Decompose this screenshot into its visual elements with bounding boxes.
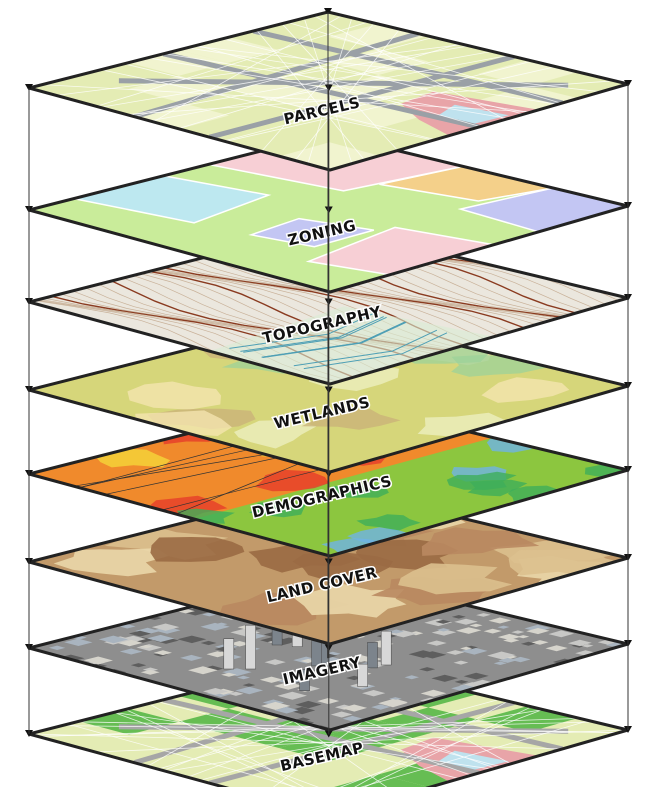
connector-arrow xyxy=(25,84,33,91)
connector-arrow xyxy=(324,8,332,15)
vertical-connector-lines xyxy=(28,12,629,735)
connector-arrow xyxy=(624,80,632,87)
connector-arrow xyxy=(324,84,333,92)
